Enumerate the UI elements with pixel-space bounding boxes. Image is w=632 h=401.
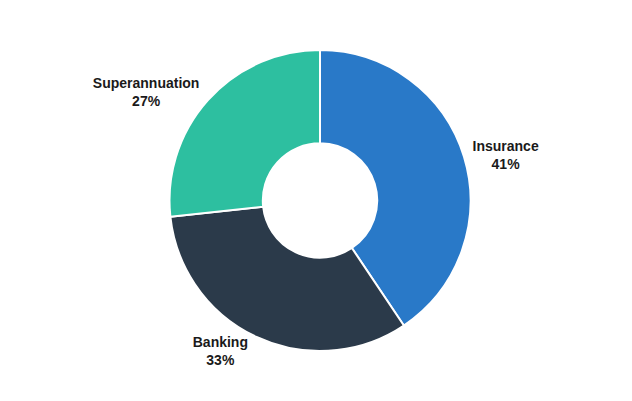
svg-text:Superannuation27%: Superannuation27% bbox=[93, 75, 200, 109]
svg-text:Banking33%: Banking33% bbox=[193, 334, 248, 368]
svg-text:Insurance41%: Insurance41% bbox=[473, 138, 539, 172]
